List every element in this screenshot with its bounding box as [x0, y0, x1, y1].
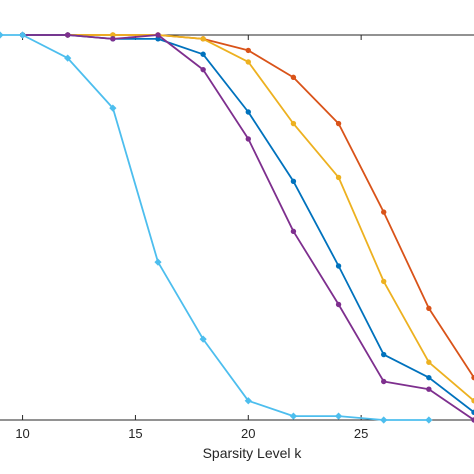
data-point [335, 174, 342, 181]
data-point [425, 416, 433, 424]
series-0 [19, 32, 474, 381]
series-line [22, 34, 474, 414]
data-point [335, 301, 342, 308]
data-point [335, 263, 342, 269]
data-point [200, 66, 206, 73]
data-point [380, 416, 388, 424]
data-point [381, 278, 387, 285]
data-point [245, 47, 251, 54]
data-point [289, 412, 298, 420]
data-point [199, 335, 207, 343]
data-point [471, 409, 474, 415]
data-point [245, 59, 251, 65]
data-point [0, 31, 4, 39]
data-point [471, 417, 474, 423]
data-point [154, 258, 162, 266]
data-point [290, 120, 297, 127]
x-tick-label: 20 [241, 426, 255, 441]
data-point [471, 374, 474, 381]
data-point [335, 120, 342, 127]
data-point [155, 36, 161, 42]
data-point [200, 51, 206, 57]
data-point [18, 31, 27, 39]
series-1 [19, 32, 474, 404]
data-point [110, 32, 116, 38]
data-point [381, 351, 387, 358]
data-point [200, 36, 206, 42]
data-point [155, 32, 161, 38]
data-point [244, 397, 252, 405]
x-axis-ticks: 10 15 20 25 [15, 35, 368, 441]
data-point [110, 36, 116, 42]
series-line [0, 34, 429, 421]
x-tick-label: 10 [15, 426, 29, 441]
series-4 [0, 31, 433, 424]
data-point [290, 178, 297, 184]
data-point [426, 386, 432, 392]
data-point [245, 109, 251, 115]
data-point [426, 305, 432, 312]
data-point [64, 54, 72, 62]
x-tick-label: 15 [128, 426, 142, 441]
series-line [22, 34, 474, 402]
data-point [381, 378, 387, 385]
x-axis-title: Sparsity Level k [203, 445, 303, 461]
data-point [426, 359, 432, 365]
series-2 [19, 32, 474, 415]
data-point [381, 209, 387, 215]
data-point [65, 32, 71, 38]
series-layer [0, 31, 474, 424]
data-point [290, 74, 297, 81]
data-point [290, 228, 297, 235]
series-line [22, 34, 474, 379]
data-point [471, 398, 474, 404]
data-point [334, 412, 343, 420]
data-point [245, 136, 251, 142]
data-point [426, 374, 432, 381]
data-point [109, 104, 117, 112]
x-tick-label: 25 [354, 426, 368, 441]
series-line [22, 34, 474, 421]
series-3 [19, 32, 474, 423]
